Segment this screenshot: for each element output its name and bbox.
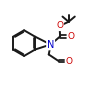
Text: O: O (56, 21, 63, 30)
Text: N: N (47, 40, 54, 50)
Text: O: O (65, 57, 72, 66)
Text: O: O (67, 32, 74, 41)
